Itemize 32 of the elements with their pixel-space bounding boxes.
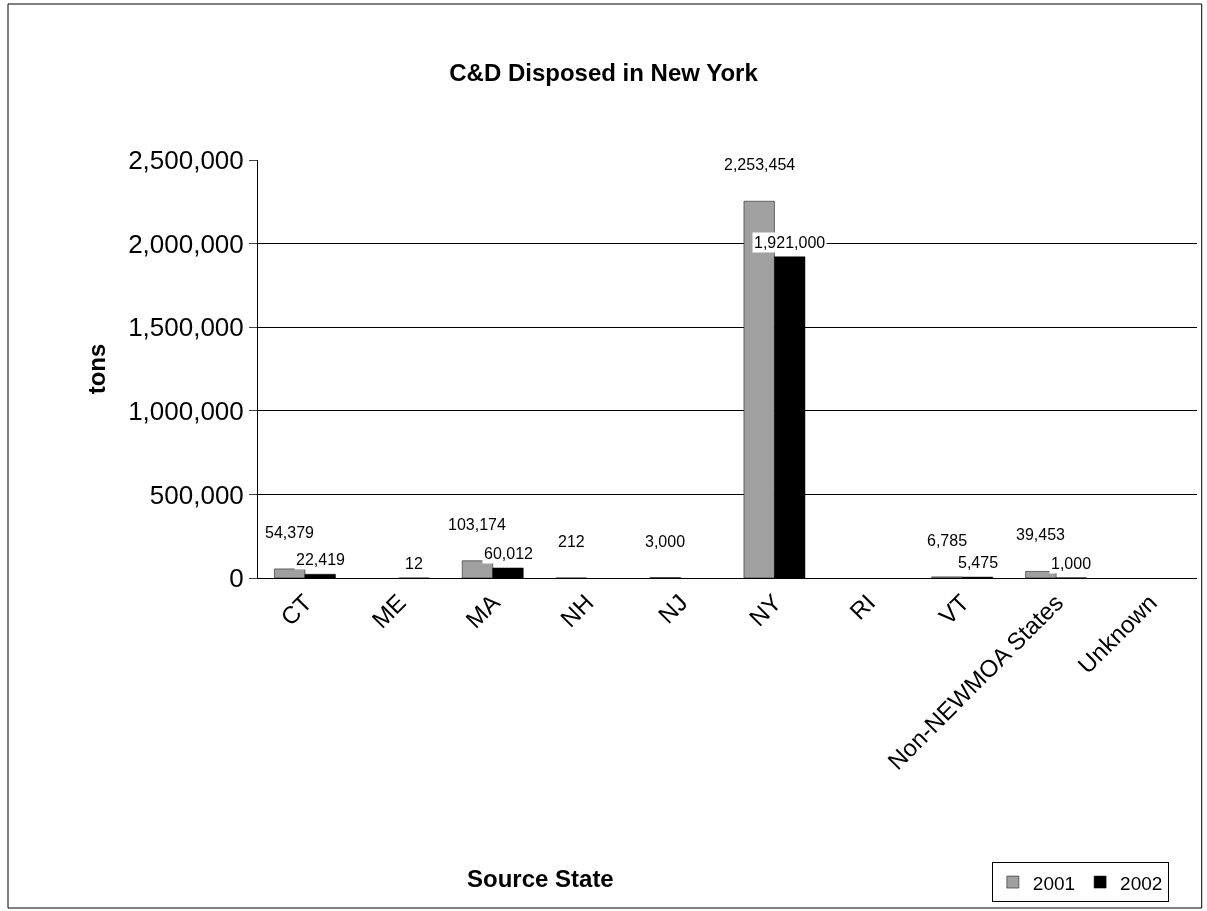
data-label: 1,921,000 xyxy=(754,234,826,251)
y-tick-label: 1,000,000 xyxy=(128,395,244,426)
chart-title: C&D Disposed in New York xyxy=(449,58,759,86)
data-label: 103,174 xyxy=(448,516,506,533)
legend-label: 2001 xyxy=(1032,872,1076,894)
data-label: 3,000 xyxy=(645,533,686,550)
x-tick-label: MA xyxy=(460,588,505,634)
data-label: 5,475 xyxy=(958,554,999,571)
data-label: 60,012 xyxy=(484,545,534,562)
y-tick-label: 500,000 xyxy=(149,479,244,510)
x-tick-label: CT xyxy=(275,588,318,631)
x-tick-label: NH xyxy=(555,588,599,633)
x-tick-label: ME xyxy=(366,588,411,634)
data-label: 1,000 xyxy=(1051,555,1092,572)
y-axis-title: tons xyxy=(83,343,111,395)
y-tick-label: 2,000,000 xyxy=(128,228,244,259)
data-label: 22,419 xyxy=(296,551,346,568)
x-tick-label: RI xyxy=(844,588,881,625)
y-tick-label: 1,500,000 xyxy=(128,312,244,343)
data-label: 2,253,454 xyxy=(724,156,796,173)
x-tick-label: NY xyxy=(743,588,787,632)
data-label: 6,785 xyxy=(927,532,968,549)
legend-label: 2002 xyxy=(1120,872,1163,894)
data-label: 12 xyxy=(405,555,423,572)
data-label: 39,453 xyxy=(1016,526,1066,543)
y-tick-label: 0 xyxy=(229,563,244,594)
data-label: 54,379 xyxy=(265,524,315,541)
x-axis-title: Source State xyxy=(467,865,614,892)
y-tick-label: 2,500,000 xyxy=(128,145,244,176)
x-tick-label: NJ xyxy=(652,588,693,629)
x-tick-label: VT xyxy=(933,588,975,630)
data-label: 212 xyxy=(558,533,585,550)
